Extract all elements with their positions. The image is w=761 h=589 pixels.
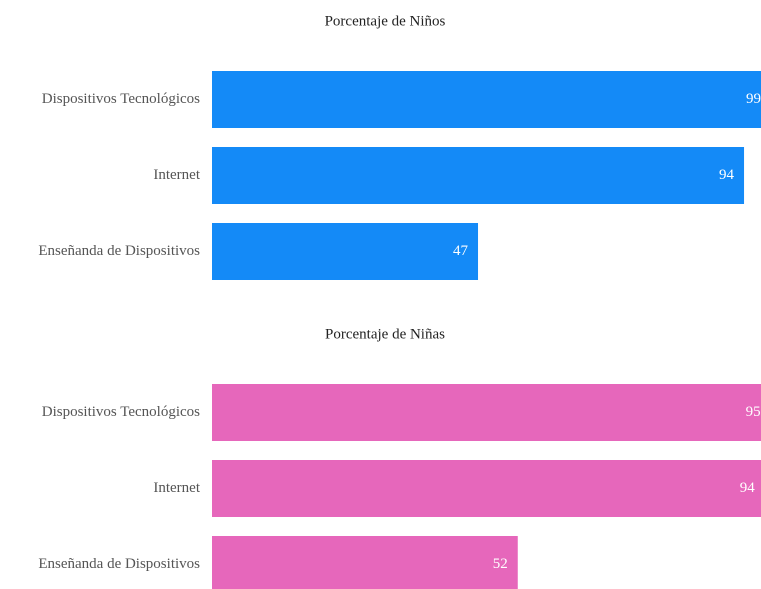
bar: [212, 147, 745, 204]
value-label: 47: [453, 243, 469, 259]
value-label: 94: [719, 167, 735, 183]
bar: [212, 384, 761, 441]
chart-title: Porcentaje de Niños: [325, 13, 446, 29]
category-label: Enseñanda de Dispositivos: [38, 243, 200, 259]
value-label: 52: [493, 556, 508, 572]
value-label: 94: [740, 480, 756, 496]
value-label: 95: [746, 404, 761, 420]
category-label: Dispositivos Tecnológicos: [42, 404, 200, 420]
category-label: Internet: [153, 480, 200, 496]
chart-title: Porcentaje de Niñas: [325, 326, 445, 342]
bar: [212, 223, 479, 280]
category-label: Enseñanda de Dispositivos: [38, 556, 200, 572]
bar: [212, 536, 518, 589]
category-label: Internet: [153, 167, 200, 183]
category-label: Dispositivos Tecnológicos: [42, 91, 200, 107]
bar: [212, 71, 761, 128]
bar: [212, 460, 761, 517]
value-label: 99: [746, 91, 761, 107]
